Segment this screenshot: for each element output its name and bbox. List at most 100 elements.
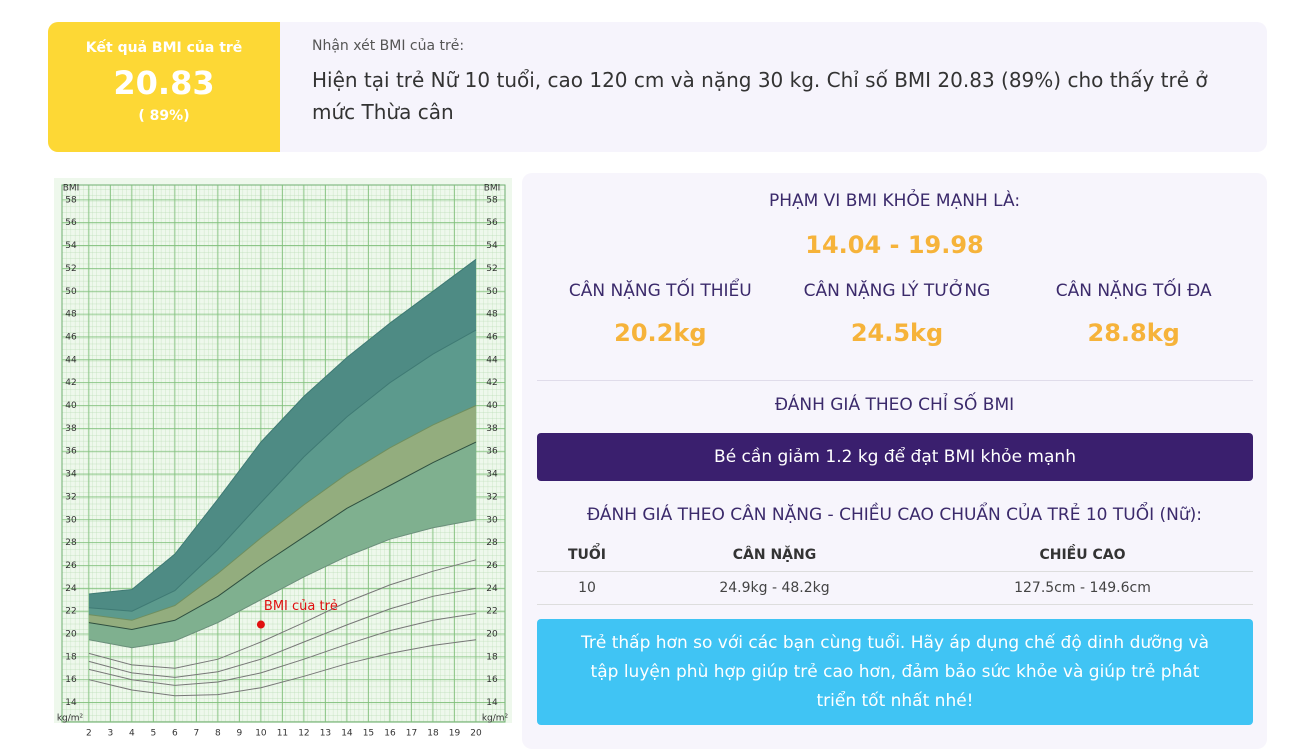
percentile-line	[88, 587, 477, 678]
y-tick-label: 40	[486, 401, 498, 411]
percentile-line	[88, 441, 477, 631]
weight-label: CÂN NẶNG TỐI THIỂU	[568, 281, 752, 301]
x-tick-label: 15	[363, 729, 374, 739]
y-tick-label: 40	[65, 401, 77, 411]
y-tick-label: 14	[65, 698, 77, 708]
y-tick-label: 20	[65, 630, 77, 640]
weight-label: CÂN NẶNG TỐI ĐA	[1055, 281, 1212, 301]
x-tick-label: 11	[277, 729, 288, 739]
y-tick-label: 54	[486, 241, 498, 251]
y-tick-label: 14	[486, 698, 498, 708]
y-tick-label: 22	[486, 607, 497, 617]
point-label: BMI của trẻ	[264, 599, 338, 614]
weight-col: CÂN NẶNG LÝ TƯỞNG 24.5kg	[779, 281, 1016, 347]
y-tick-label: 38	[486, 424, 498, 434]
x-tick-label: 13	[320, 729, 331, 739]
header-cell: CHIỀU CAO	[911, 539, 1253, 572]
weight-columns: CÂN NẶNG TỐI THIỂU 20.2kg CÂN NẶNG LÝ TƯỞ…	[542, 281, 1252, 347]
y-tick-label: 24	[486, 584, 498, 594]
y-axis-label: BMI	[484, 184, 501, 194]
y-tick-label: 58	[486, 195, 498, 205]
cell: 127.5cm - 149.6cm	[911, 571, 1253, 605]
weight-value: 20.2kg	[614, 319, 707, 347]
y-tick-label: 36	[486, 447, 498, 457]
comment: Nhận xét BMI của trẻ: Hiện tại trẻ Nữ 10…	[312, 38, 1252, 128]
y-tick-label: 34	[486, 470, 498, 480]
cell: 24.9kg - 48.2kg	[637, 571, 912, 605]
cell: 10	[537, 571, 637, 605]
y-tick-label: 38	[65, 424, 77, 434]
unit-label: kg/m²	[57, 714, 84, 724]
divider	[537, 380, 1253, 381]
x-tick-label: 9	[237, 729, 243, 739]
percentile-line	[88, 329, 477, 612]
y-tick-label: 24	[65, 584, 77, 594]
header-row: TUỔI CÂN NẶNG CHIỀU CAO	[537, 539, 1253, 572]
y-tick-label: 54	[65, 241, 77, 251]
advice-text: Trẻ thấp hơn so với các bạn cùng tuổi. H…	[580, 632, 1210, 711]
assessment-title: ĐÁNH GIÁ THEO CHỈ SỐ BMI	[774, 395, 1015, 415]
y-tick-label: 28	[486, 538, 498, 548]
y-tick-label: 46	[65, 332, 77, 342]
y-tick-label: 30	[65, 515, 77, 525]
header-cell: CÂN NẶNG	[637, 539, 912, 572]
y-tick-label: 28	[65, 538, 77, 548]
weight-value: 28.8kg	[1087, 319, 1180, 347]
header-cell: TUỔI	[537, 539, 637, 572]
percentile-line	[88, 639, 477, 697]
weight-col: CÂN NẶNG TỐI THIỂU 20.2kg	[542, 281, 779, 347]
y-tick-label: 56	[486, 218, 498, 228]
y-tick-label: 16	[486, 675, 498, 685]
x-tick-label: 20	[470, 729, 482, 739]
healthy-title: PHẠM VI BMI KHỎE MẠNH LÀ:	[768, 191, 1021, 211]
y-tick-label: 58	[65, 195, 77, 205]
unit-label: kg/m²	[482, 714, 509, 724]
band	[88, 442, 477, 648]
weight-value: 24.5kg	[850, 319, 944, 347]
y-tick-label: 48	[486, 310, 498, 320]
y-tick-label: 32	[486, 492, 497, 502]
standard-title: ĐÁNH GIÁ THEO CÂN NẶNG - CHIỀU CAO CHUẨN…	[586, 505, 1203, 525]
y-tick-label: 26	[486, 561, 498, 571]
percentile-line	[88, 559, 477, 669]
bmi-box: Kết quả BMI của trẻ 20.83 ( 89%)	[48, 22, 280, 152]
y-tick-label: 26	[65, 561, 77, 571]
x-tick-label: 19	[449, 729, 461, 739]
weight-label: CÂN NẶNG LÝ TƯỞNG	[803, 281, 991, 301]
band	[88, 405, 477, 630]
x-tick-label: 14	[341, 729, 353, 739]
x-tick-label: 7	[194, 729, 200, 739]
standard-table: TUỔI CÂN NẶNG CHIỀU CAO 10 24.9kg - 48.2kg 1…	[537, 539, 1253, 605]
x-tick-label: 2	[86, 729, 92, 739]
y-tick-label: 36	[65, 447, 77, 457]
x-tick-label: 8	[215, 729, 221, 739]
y-tick-label: 42	[486, 378, 497, 388]
x-tick-label: 4	[129, 729, 135, 739]
advice-box: Trẻ thấp hơn so với các bạn cùng tuổi. H…	[537, 619, 1253, 725]
x-tick-label: 18	[427, 729, 439, 739]
y-tick-label: 50	[65, 287, 77, 297]
x-tick-label: 6	[172, 729, 178, 739]
y-tick-label: 20	[486, 630, 498, 640]
percentile-line	[88, 405, 477, 621]
y-tick-label: 52	[486, 264, 497, 274]
bmi-value: 20.83	[113, 64, 215, 102]
x-tick-label: 3	[108, 729, 114, 739]
info-panel: PHẠM VI BMI KHỎE MẠNH LÀ: 14.04 - 19.98 …	[522, 173, 1267, 749]
healthy-range: 14.04 - 19.98	[805, 231, 984, 259]
percentile-line	[88, 258, 477, 595]
y-tick-label: 32	[65, 492, 76, 502]
percentile-line	[88, 519, 477, 649]
comment-text: Hiện tại trẻ Nữ 10 tuổi, cao 120 cm và n…	[312, 68, 1208, 124]
percentile-line	[88, 613, 477, 686]
y-tick-label: 22	[65, 607, 76, 617]
y-tick-label: 44	[486, 355, 498, 365]
y-tick-label: 34	[65, 470, 77, 480]
y-tick-label: 44	[65, 355, 77, 365]
x-tick-label: 16	[384, 729, 396, 739]
assessment-message: Bé cần giảm 1.2 kg để đạt BMI khỏe mạnh	[537, 433, 1253, 481]
y-tick-label: 48	[65, 310, 77, 320]
x-tick-label: 10	[255, 729, 267, 739]
